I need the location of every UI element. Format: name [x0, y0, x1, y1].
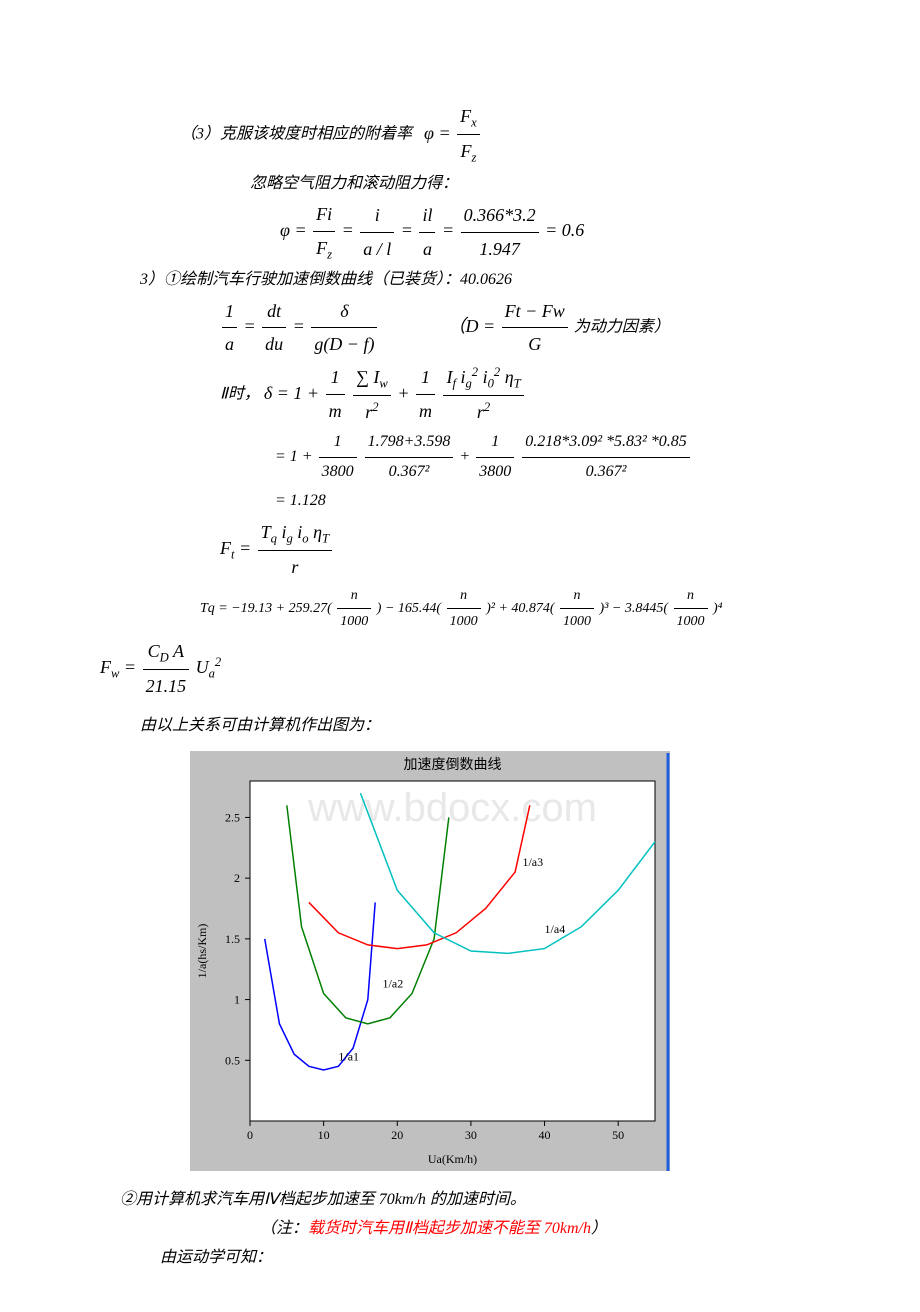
- sect3-label: （3）克服该坡度时相应的附着率: [180, 125, 412, 142]
- svg-text:40: 40: [539, 1128, 551, 1142]
- eq-1over-a: 1 a = dt du = δ g(D − f) （D = Ft − Fw G …: [100, 295, 820, 361]
- line-ignore: 忽略空气阻力和滚动阻力得：: [100, 170, 820, 199]
- svg-text:1/a3: 1/a3: [522, 855, 543, 869]
- footer-line3: 由运动学可知：: [100, 1244, 820, 1273]
- svg-text:www.bdocx.com: www.bdocx.com: [307, 786, 597, 830]
- svg-text:1/a4: 1/a4: [545, 922, 566, 936]
- svg-text:1/a2: 1/a2: [383, 977, 404, 991]
- svg-text:0: 0: [247, 1128, 253, 1142]
- eq-delta-numeric: = 1 + 1 3800 1.798+3.598 0.367² + 1 3800…: [100, 428, 820, 487]
- eq-phi-def: φ = Fx Fz: [424, 100, 482, 170]
- chart-svg: 加速度倒数曲线 www.bdocx.com 0 10 20 30 40 50 0.5 1 1.5 2 2…: [190, 751, 670, 1171]
- eq-phi-calc: φ = Fi Fz = i a / l = il a = 0.366*3.2 1…: [100, 198, 820, 266]
- chart-acceleration-reciprocal: 加速度倒数曲线 www.bdocx.com 0 10 20 30 40 50 0.5 1 1.5 2 2…: [190, 751, 820, 1176]
- svg-text:1/a(hs/Km): 1/a(hs/Km): [195, 924, 209, 979]
- eq-delta-result: = 1.128: [100, 487, 820, 516]
- svg-text:30: 30: [465, 1128, 477, 1142]
- line-sect3-header: （3）克服该坡度时相应的附着率 φ = Fx Fz: [100, 100, 820, 170]
- eq-Ft: Ft = Tq ig io ηT r: [100, 516, 820, 584]
- svg-text:2: 2: [234, 871, 240, 885]
- eq-Tq: Tq = −19.13 + 259.27( n1000 ) − 165.44( …: [100, 583, 820, 634]
- document-page: （3）克服该坡度时相应的附着率 φ = Fx Fz 忽略空气阻力和滚动阻力得： …: [0, 0, 920, 1312]
- svg-text:2.5: 2.5: [225, 811, 240, 825]
- svg-text:1: 1: [234, 993, 240, 1007]
- sect3b-header: 3）①绘制汽车行驶加速倒数曲线（已装货）：40.0626: [100, 266, 820, 295]
- chart-intro: 由以上关系可由计算机作出图为：: [100, 712, 820, 741]
- footer-line1: ②用计算机求汽车用Ⅳ档起步加速至 70km/h 的加速时间。: [100, 1186, 820, 1215]
- svg-text:Ua(Km/h): Ua(Km/h): [428, 1152, 477, 1166]
- eq-Fw: Fw = CD A 21.15 Ua2: [100, 635, 820, 703]
- eq-delta-symbolic: Ⅱ时， δ = 1 + 1 m ∑ Iw r2 + 1 m If ig2 i02: [100, 361, 820, 429]
- svg-text:加速度倒数曲线: 加速度倒数曲线: [404, 757, 502, 773]
- footer-line2: （注：载货时汽车用Ⅱ档起步加速不能至 70km/h）: [100, 1215, 820, 1244]
- svg-text:20: 20: [391, 1128, 403, 1142]
- svg-text:10: 10: [318, 1128, 330, 1142]
- svg-text:0.5: 0.5: [225, 1053, 240, 1067]
- svg-text:1/a1: 1/a1: [338, 1049, 359, 1063]
- footer-note-red: 载货时汽车用Ⅱ档起步加速不能至 70km/h: [308, 1220, 591, 1237]
- svg-text:1.5: 1.5: [225, 932, 240, 946]
- svg-text:50: 50: [612, 1128, 624, 1142]
